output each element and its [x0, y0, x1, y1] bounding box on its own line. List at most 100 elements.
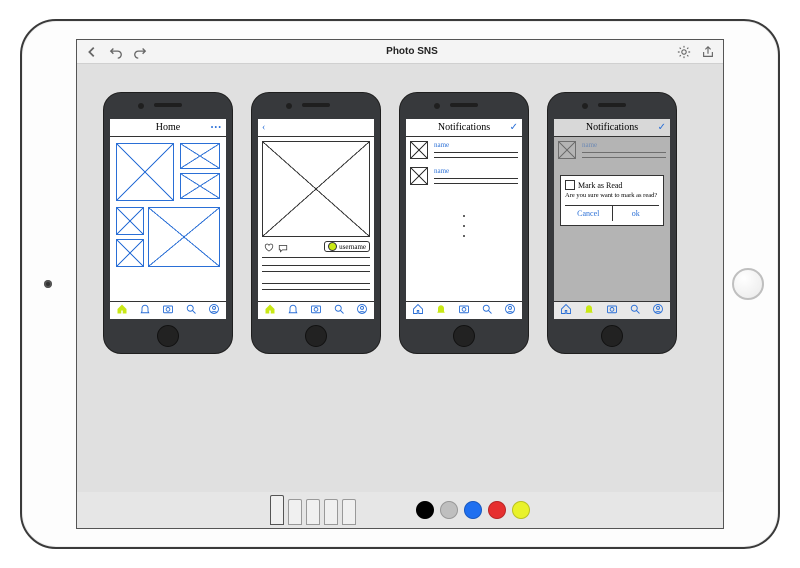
swatch-black[interactable]: [416, 501, 434, 519]
text-line: [262, 271, 370, 272]
phone-home-button: [453, 325, 475, 347]
image-placeholder[interactable]: [148, 207, 220, 267]
cancel-button[interactable]: Cancel: [565, 206, 613, 221]
divider: [262, 257, 370, 258]
text-line: [262, 289, 370, 290]
swatch-red[interactable]: [488, 501, 506, 519]
tab-camera-icon[interactable]: [606, 303, 618, 318]
tab-search-icon[interactable]: [185, 303, 197, 318]
phone-home-button: [601, 325, 623, 347]
tool-pen[interactable]: [270, 495, 284, 525]
redo-icon[interactable]: [133, 45, 147, 59]
tab-home-icon[interactable]: [412, 303, 424, 318]
tab-bar: [258, 301, 374, 319]
text-line: [434, 178, 518, 179]
image-placeholder[interactable]: [262, 141, 370, 237]
username-chip[interactable]: username: [324, 241, 370, 252]
phone-home-button: [305, 325, 327, 347]
heart-icon[interactable]: [264, 243, 274, 256]
tab-bell-icon[interactable]: [139, 303, 151, 318]
phone-home-button: [157, 325, 179, 347]
ipad-screen: Photo SNS Home •••: [76, 39, 724, 529]
screen-body: [110, 137, 226, 301]
dialog-title: Mark as Read: [565, 180, 659, 190]
image-placeholder[interactable]: [116, 239, 144, 267]
phone-mockup-detail[interactable]: ‹ username: [251, 92, 381, 354]
tab-camera-icon[interactable]: [162, 303, 174, 318]
tool-marker[interactable]: [306, 499, 320, 525]
swatch-grey[interactable]: [440, 501, 458, 519]
tab-profile-icon[interactable]: [652, 303, 664, 318]
username-label: username: [339, 243, 366, 251]
check-icon[interactable]: ✓: [658, 122, 666, 133]
screen-body: username: [258, 137, 374, 301]
ipad-camera: [44, 280, 52, 288]
text-line: [434, 183, 518, 184]
comment-icon[interactable]: [278, 243, 288, 256]
tab-search-icon[interactable]: [481, 303, 493, 318]
color-swatches: [416, 501, 530, 519]
tool-pencil[interactable]: [288, 499, 302, 525]
dialog-body: Are you sure want to mark as read?: [565, 192, 659, 199]
notification-name: name: [434, 141, 449, 149]
confirm-dialog: Mark as Read Are you sure want to mark a…: [560, 175, 664, 226]
screen-title: Home: [156, 122, 180, 133]
tab-profile-icon[interactable]: [504, 303, 516, 318]
tab-home-icon[interactable]: [560, 303, 572, 318]
app-title: Photo SNS: [386, 46, 438, 57]
tab-profile-icon[interactable]: [208, 303, 220, 318]
ok-button[interactable]: ok: [613, 206, 660, 221]
image-placeholder[interactable]: [180, 143, 220, 169]
text-line: [434, 157, 518, 158]
ipad-frame: Photo SNS Home •••: [20, 19, 780, 549]
phone-screen: Home •••: [110, 119, 226, 319]
back-icon[interactable]: [85, 45, 99, 59]
screen-header: Home •••: [110, 119, 226, 137]
tool-eraser[interactable]: [324, 499, 338, 525]
swatch-blue[interactable]: [464, 501, 482, 519]
tab-camera-icon[interactable]: [310, 303, 322, 318]
notification-item[interactable]: name: [410, 167, 518, 189]
thumb-placeholder: [410, 167, 428, 185]
gear-icon[interactable]: [677, 45, 691, 59]
tab-bell-icon[interactable]: [583, 303, 595, 318]
tab-bar: [406, 301, 522, 319]
tab-camera-icon[interactable]: [458, 303, 470, 318]
screen-title: Notifications: [586, 122, 638, 133]
text-line: [262, 265, 370, 266]
tab-bar: [110, 301, 226, 319]
back-icon[interactable]: ‹: [262, 122, 265, 133]
image-placeholder[interactable]: [180, 173, 220, 199]
tab-home-icon[interactable]: [264, 303, 276, 318]
phone-screen: ‹ username: [258, 119, 374, 319]
phone-mockup-notifications-modal[interactable]: Notifications ✓ name: [547, 92, 677, 354]
screen-header: ‹: [258, 119, 374, 137]
notification-item[interactable]: name: [410, 141, 518, 163]
ipad-home-button[interactable]: [732, 268, 764, 300]
swatch-yellow[interactable]: [512, 501, 530, 519]
text-line: [262, 283, 370, 284]
tab-search-icon[interactable]: [333, 303, 345, 318]
check-icon[interactable]: ✓: [510, 122, 518, 133]
phone-mockup-home[interactable]: Home •••: [103, 92, 233, 354]
tool-ruler[interactable]: [342, 499, 356, 525]
tab-bell-icon[interactable]: [435, 303, 447, 318]
image-placeholder[interactable]: [116, 207, 144, 235]
screen-header: Notifications ✓: [406, 119, 522, 137]
action-row: [264, 243, 288, 256]
bottom-toolbar: [77, 492, 723, 528]
tab-profile-icon[interactable]: [356, 303, 368, 318]
tab-home-icon[interactable]: [116, 303, 128, 318]
image-placeholder[interactable]: [116, 143, 174, 201]
screen-header: Notifications ✓: [554, 119, 670, 137]
share-icon[interactable]: [701, 45, 715, 59]
text-line: [434, 152, 518, 153]
more-icon[interactable]: •••: [211, 123, 222, 132]
undo-icon[interactable]: [109, 45, 123, 59]
notification-name: name: [434, 167, 449, 175]
tab-bell-icon[interactable]: [287, 303, 299, 318]
design-canvas[interactable]: Home •••: [77, 64, 723, 492]
phone-mockup-notifications[interactable]: Notifications ✓ name: [399, 92, 529, 354]
tab-search-icon[interactable]: [629, 303, 641, 318]
screen-body: name Mark as Read Are you sure want to m…: [554, 137, 670, 301]
